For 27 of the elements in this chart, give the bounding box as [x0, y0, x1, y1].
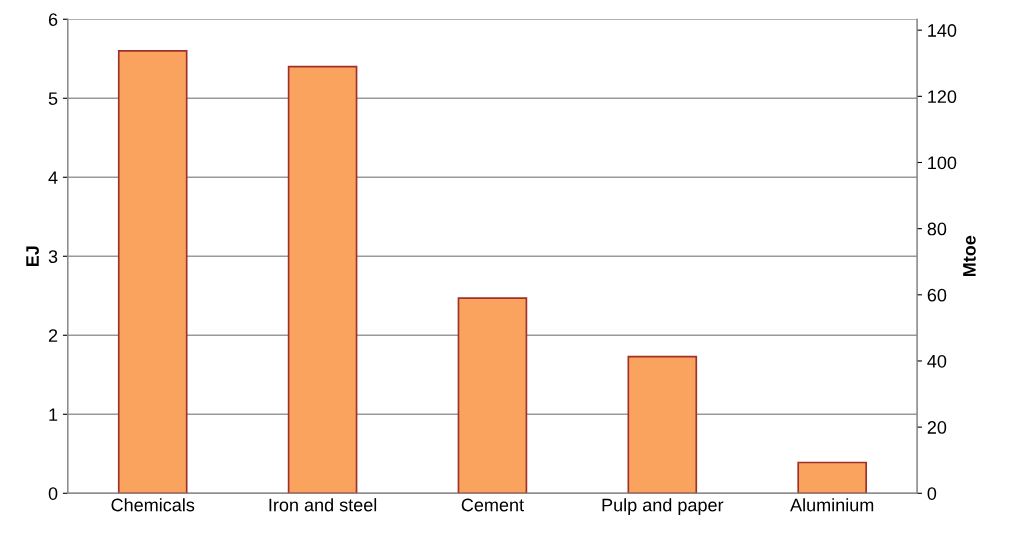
x-tick-label: Aluminium: [790, 498, 874, 512]
bar: [287, 65, 358, 494]
y-tick-label: 2: [48, 329, 58, 342]
y2-tick-label: 0: [927, 487, 937, 500]
y2-axis-title: Mtoe: [963, 235, 976, 277]
y2-tick-label: 120: [928, 90, 957, 104]
x-tick-label: Cement: [461, 498, 524, 512]
y-tick-label: 5: [48, 92, 58, 105]
y2-tick-label: 20: [927, 421, 947, 434]
y-axis-title: EJ: [26, 246, 39, 267]
bar: [117, 50, 188, 494]
y-tick-label: 6: [48, 13, 58, 26]
x-tick-label: Iron and steel: [269, 498, 377, 512]
y2-tick-label: 60: [927, 288, 947, 302]
y2-tick-label: 40: [927, 354, 947, 368]
y2-tick-label: 100: [928, 156, 957, 170]
y-tick-label: 1: [49, 408, 58, 421]
bar: [627, 355, 698, 494]
bar: [457, 297, 528, 494]
y2-tick-label: 80: [927, 222, 947, 236]
y2-tick-label: 140: [928, 24, 957, 37]
x-tick-label: Chemicals: [111, 498, 195, 512]
y-tick-label: 4: [48, 171, 58, 184]
x-tick-label: Pulp and paper: [602, 498, 724, 515]
y-tick-label: 3: [48, 250, 58, 263]
y-tick-label: 0: [48, 487, 58, 500]
bar: [797, 461, 867, 494]
